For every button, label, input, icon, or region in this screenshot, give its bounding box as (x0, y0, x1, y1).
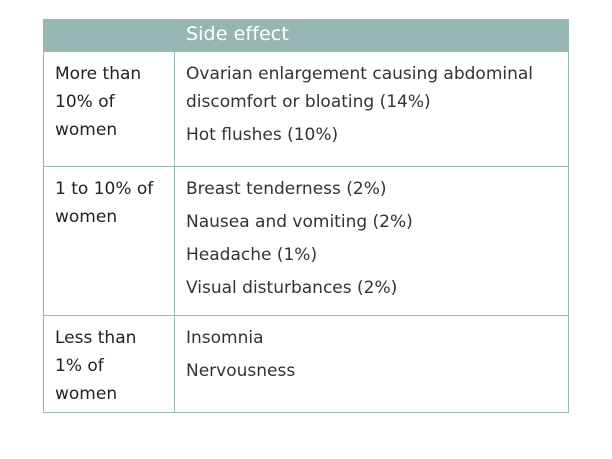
effect-item: Ovarian enlargement causing abdominal di… (186, 64, 534, 112)
side-effects-table: Side effect More than 10% of women Ovari… (43, 19, 569, 413)
frequency-cell: Less than 1% of women (44, 316, 175, 412)
frequency-cell: More than 10% of women (44, 52, 175, 166)
table-row: Less than 1% of women Insomnia Nervousne… (44, 315, 568, 412)
effect-item: Nausea and vomiting (2%) (186, 212, 413, 232)
table-row: More than 10% of women Ovarian enlargeme… (44, 51, 568, 166)
effect-item: Insomnia (186, 328, 264, 348)
header-side-effect: Side effect (186, 23, 289, 45)
table-row: 1 to 10% of women Breast tenderness (2%)… (44, 166, 568, 315)
effect-item: Headache (1%) (186, 245, 318, 265)
effects-cell: Ovarian enlargement causing abdominal di… (175, 52, 568, 166)
effects-cell: Insomnia Nervousness (175, 316, 568, 412)
frequency-cell: 1 to 10% of women (44, 167, 175, 315)
table-header: Side effect (44, 20, 568, 51)
effect-item: Nervousness (186, 361, 296, 381)
effect-item: Hot flushes (10%) (186, 125, 339, 145)
effect-item: Visual disturbances (2%) (186, 278, 398, 298)
effect-item: Breast tenderness (2%) (186, 179, 387, 199)
effects-cell: Breast tenderness (2%) Nausea and vomiti… (175, 167, 568, 315)
